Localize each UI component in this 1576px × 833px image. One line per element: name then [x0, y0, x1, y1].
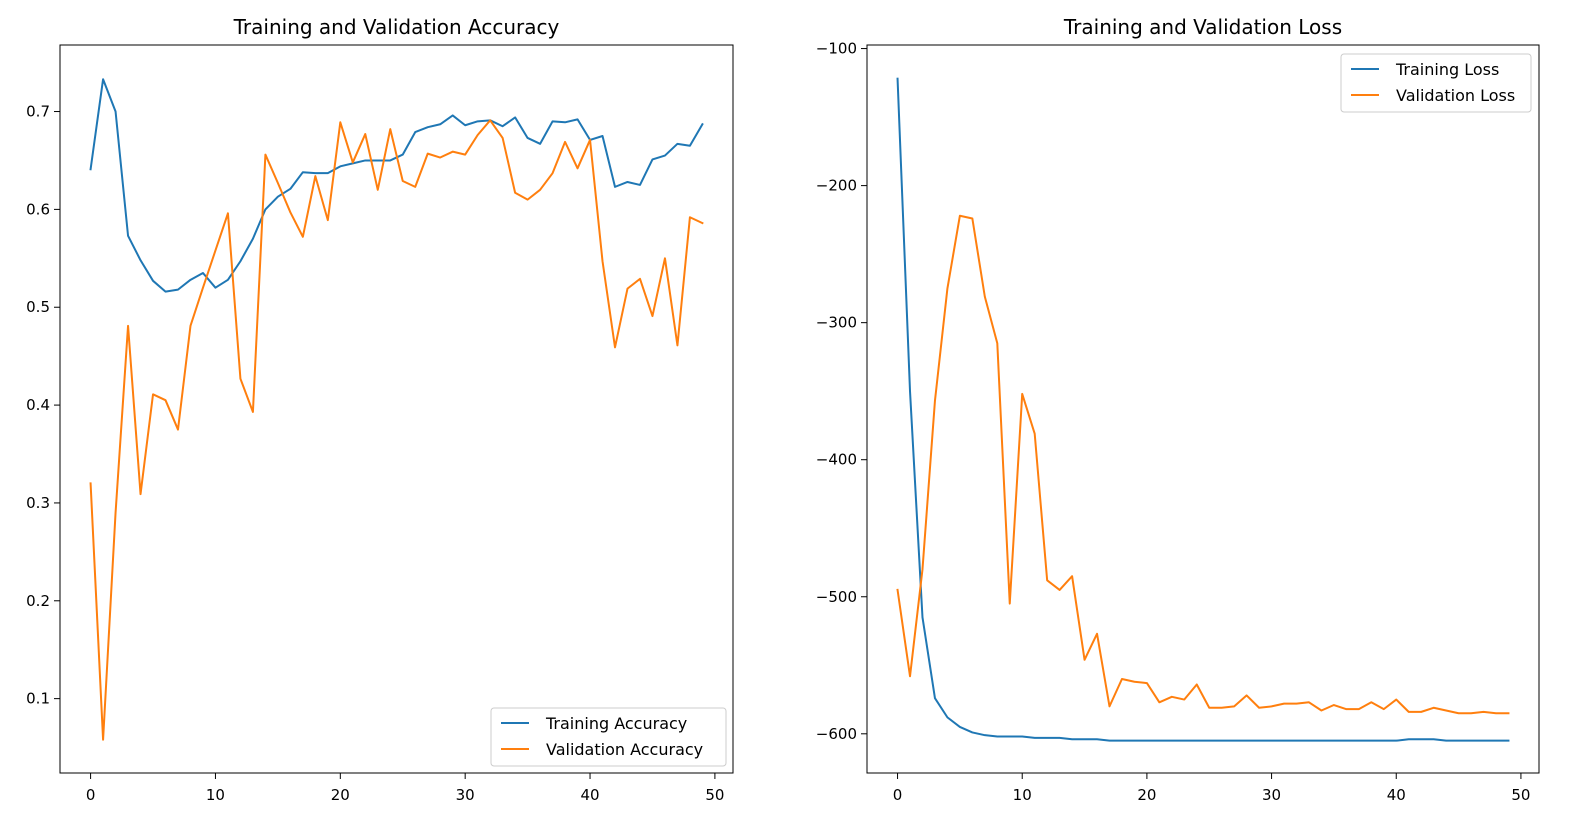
- y-tick-label: −300: [816, 314, 857, 332]
- y-tick-label: 0.7: [26, 103, 50, 121]
- x-tick-label: 10: [1013, 786, 1032, 804]
- y-tick-label: 0.2: [26, 592, 50, 610]
- x-tick-label: 30: [1262, 786, 1281, 804]
- legend: Training Loss Validation Loss: [1340, 53, 1532, 113]
- y-tick-label: −600: [816, 725, 857, 743]
- legend-label: Validation Accuracy: [546, 740, 703, 759]
- axes-frame: [866, 44, 1540, 774]
- chart-title: Training and Validation Accuracy: [233, 15, 560, 39]
- x-tick-label: 20: [1137, 786, 1156, 804]
- x-tick-label: 10: [206, 786, 225, 804]
- chart-panel-2: Training and Validation Loss 0 10 20 30 40 50 −…: [816, 15, 1540, 804]
- y-tick-label: 0.5: [26, 298, 50, 316]
- x-tick-label: 50: [1511, 786, 1530, 804]
- y-tick-label: 0.6: [26, 200, 50, 218]
- series-line-validation-loss: [896, 214, 1510, 715]
- legend-label: Training Loss: [1395, 60, 1499, 79]
- y-tick-label: −400: [816, 451, 857, 469]
- legend-label: Training Accuracy: [545, 714, 687, 733]
- y-tick-label: 0.4: [26, 396, 50, 414]
- x-tick-label: 30: [456, 786, 475, 804]
- series-line-validation-accuracy: [89, 119, 704, 741]
- x-tick-label: 0: [86, 786, 96, 804]
- chart-title: Training and Validation Loss: [1063, 15, 1342, 39]
- legend-label: Validation Loss: [1396, 86, 1515, 105]
- y-tick-label: 0.3: [26, 494, 50, 512]
- series-line-training-loss: [896, 77, 1510, 742]
- x-tick-label: 20: [331, 786, 350, 804]
- y-tick-label: −200: [816, 177, 857, 195]
- x-tick-label: 40: [580, 786, 599, 804]
- series-line-training-accuracy: [89, 78, 704, 293]
- x-tick-label: 0: [893, 786, 903, 804]
- x-tick-label: 50: [705, 786, 724, 804]
- y-tick-label: −100: [816, 40, 857, 58]
- legend: Training Accuracy Validation Accuracy: [490, 707, 727, 767]
- x-tick-label: 40: [1387, 786, 1406, 804]
- chart-panel-1: Training and Validation Accuracy 0 10 20 30 4…: [26, 15, 734, 804]
- legend-box: [1340, 53, 1532, 113]
- axes-frame: [59, 44, 734, 774]
- y-tick-label: 0.1: [26, 690, 50, 708]
- legend-box: [490, 707, 727, 767]
- y-tick-label: −500: [816, 588, 857, 606]
